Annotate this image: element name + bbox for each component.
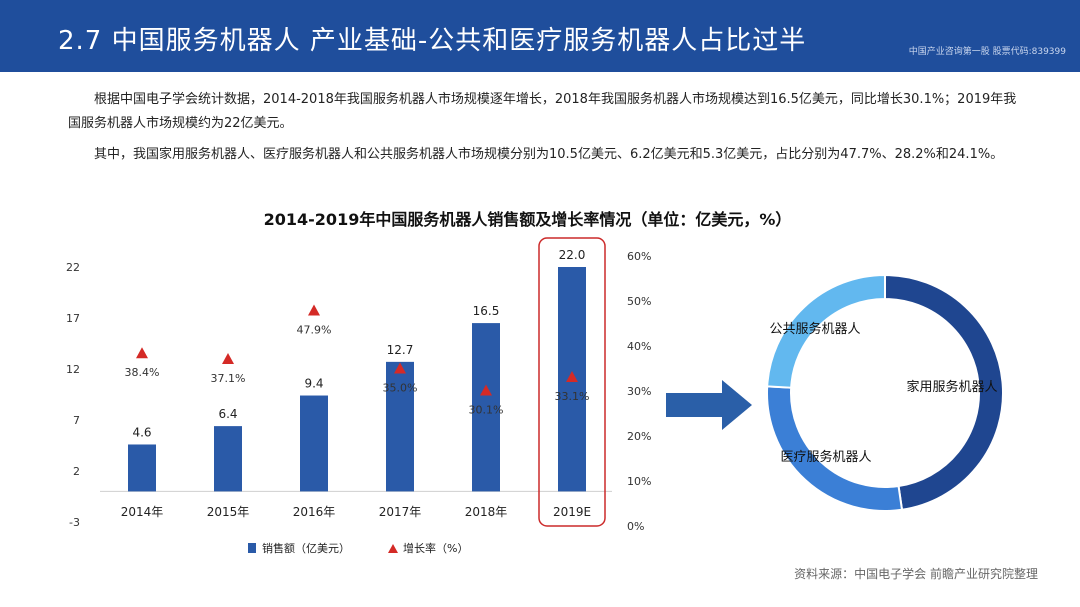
growth-marker <box>394 362 406 374</box>
header-bar: 2.7 中国服务机器人 产业基础-公共和医疗服务机器人占比过半 中国产业咨询第一… <box>0 0 1080 72</box>
right-axis-tick: 20% <box>627 430 651 443</box>
legend-growth-marker <box>388 544 398 553</box>
growth-data-label: 30.1% <box>469 404 504 417</box>
left-axis-tick: 22 <box>66 261 80 274</box>
category-label: 2014年 <box>121 505 164 519</box>
donut-slice-label: 公共服务机器人 <box>769 321 860 337</box>
growth-marker <box>480 384 492 396</box>
legend-sales-swatch <box>248 543 256 553</box>
chart-title: 2014-2019年中国服务机器人销售额及增长率情况（单位：亿美元，%） <box>263 210 792 229</box>
donut-slice <box>884 273 1004 511</box>
sales-data-label: 6.4 <box>218 407 237 421</box>
left-axis-tick: 17 <box>66 312 80 325</box>
growth-data-label: 35.0% <box>383 382 418 395</box>
forecast-highlight-box <box>538 237 606 527</box>
left-axis-tick: 12 <box>66 363 80 376</box>
sales-data-label: 12.7 <box>387 343 414 357</box>
category-label: 2017年 <box>379 505 422 519</box>
legend-sales-label: 销售额（亿美元） <box>262 541 350 555</box>
donut-slice <box>766 385 904 512</box>
growth-marker <box>308 304 320 316</box>
arrow-icon <box>666 380 752 430</box>
paragraph-1: 根据中国电子学会统计数据，2014-2018年我国服务机器人市场规模逐年增长，2… <box>68 92 1017 131</box>
source-note: 资料来源：中国电子学会 前瞻产业研究院整理 <box>794 567 1038 581</box>
category-label: 2016年 <box>293 505 336 519</box>
donut-slice-label: 医疗服务机器人 <box>780 449 871 465</box>
sales-bar <box>128 444 156 492</box>
right-axis-tick: 0% <box>627 520 644 533</box>
header-note: 中国产业咨询第一股 股票代码:839399 <box>908 47 1066 57</box>
growth-data-label: 37.1% <box>211 372 246 385</box>
paragraph-2: 其中，我国家用服务机器人、医疗服务机器人和公共服务机器人市场规模分别为10.5亿… <box>94 147 1004 162</box>
left-axis-tick: 2 <box>73 465 80 478</box>
page-title: 2.7 中国服务机器人 产业基础-公共和医疗服务机器人占比过半 <box>58 26 807 56</box>
category-label: 2015年 <box>207 505 250 519</box>
right-axis-tick: 30% <box>627 385 651 398</box>
growth-marker <box>136 347 148 359</box>
right-axis-tick: 60% <box>627 250 651 263</box>
growth-marker <box>566 371 578 383</box>
sales-data-label: 22.0 <box>559 248 586 262</box>
sales-bar <box>386 361 414 492</box>
legend-growth-label: 增长率（%） <box>403 541 468 555</box>
right-axis-tick: 40% <box>627 340 651 353</box>
growth-marker <box>222 353 234 365</box>
growth-data-label: 33.1% <box>555 390 590 403</box>
category-label: 2019E <box>553 505 591 519</box>
sales-bar <box>472 323 500 492</box>
sales-data-label: 9.4 <box>304 377 323 391</box>
sales-bar <box>214 426 242 492</box>
right-axis-tick: 50% <box>627 295 651 308</box>
growth-data-label: 47.9% <box>297 323 332 336</box>
sales-bar <box>300 395 328 492</box>
donut-slice-label: 家用服务机器人 <box>906 379 997 395</box>
category-label: 2018年 <box>465 505 508 519</box>
left-axis-tick: -3 <box>69 516 80 529</box>
right-axis-tick: 10% <box>627 475 651 488</box>
donut-slice <box>766 273 886 389</box>
growth-data-label: 38.4% <box>125 366 160 379</box>
sales-data-label: 16.5 <box>473 304 500 318</box>
left-axis-tick: 7 <box>73 414 80 427</box>
sales-data-label: 4.6 <box>132 425 151 439</box>
